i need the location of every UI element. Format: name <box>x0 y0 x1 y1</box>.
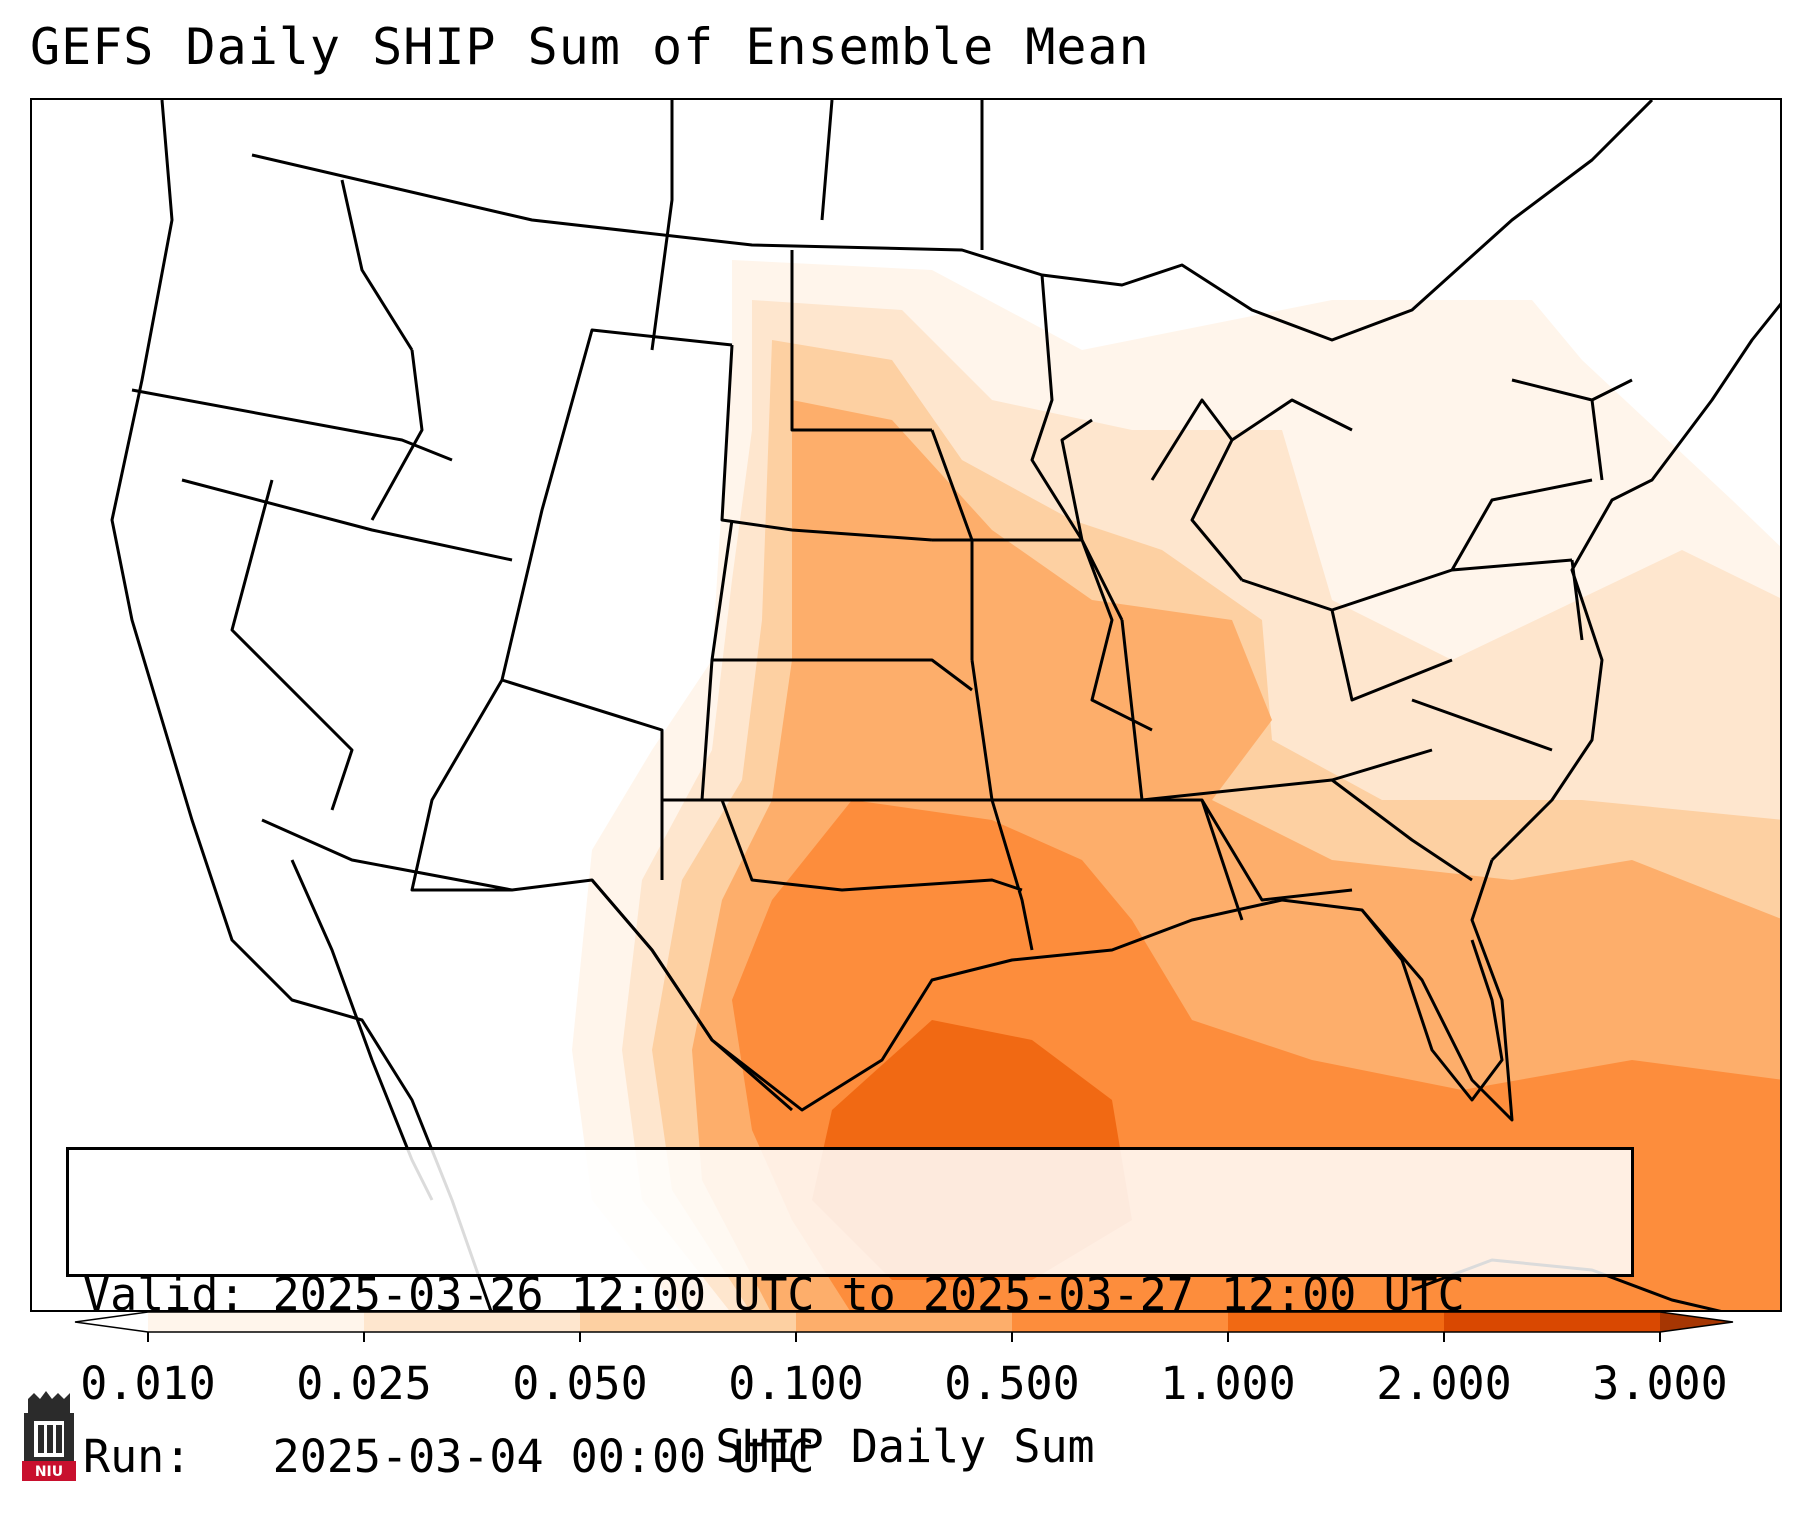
colorbar-tick-label: 2.000 <box>1376 1357 1512 1410</box>
ship-map <box>110 100 1780 1310</box>
colorbar-ticks <box>147 1332 1661 1342</box>
run-label: Run: <box>83 1430 192 1483</box>
florida <box>1360 909 1504 1102</box>
colorbar-segment <box>1228 1312 1445 1332</box>
state-lines <box>131 100 1633 951</box>
coastline-gulf <box>590 859 1514 1122</box>
colorbar-tick-label: 1.000 <box>1160 1357 1296 1410</box>
colorbar-tick-label: 3.000 <box>1592 1357 1728 1410</box>
run-line: Run: 2025-03-04 00:00 UTC <box>83 1430 1617 1484</box>
logo-text: NIU <box>35 1464 63 1480</box>
boundaries <box>110 100 1780 1310</box>
colorbar-tick-label: 0.050 <box>512 1357 648 1410</box>
niu-logo: NIU <box>22 1391 76 1481</box>
colorbar-segment <box>796 1312 1013 1332</box>
colorbar-tick-label: 0.500 <box>944 1357 1080 1410</box>
run-value: 2025-03-04 00:00 UTC <box>272 1430 815 1483</box>
colorbar-tick-label: 0.025 <box>296 1357 432 1410</box>
colorbar-label: SHIP Daily Sum <box>715 1420 1095 1473</box>
colorbar-extend-high <box>1660 1312 1733 1332</box>
coastline-east <box>1490 302 1780 862</box>
map-panel <box>30 98 1782 1312</box>
colorbar <box>74 1311 1734 1342</box>
colorbar-segment <box>580 1312 797 1332</box>
colorbar-segment <box>1444 1312 1661 1332</box>
colorbar-segment <box>364 1312 581 1332</box>
colorbar-segment <box>148 1312 365 1332</box>
valid-run-info-box: Valid: 2025-03-26 12:00 UTC to 2025-03-2… <box>66 1147 1634 1483</box>
colorbar-tick-label: 0.010 <box>80 1357 216 1410</box>
map-title: GEFS Daily SHIP Sum of Ensemble Mean <box>30 18 1150 76</box>
coastline-west <box>110 100 493 1310</box>
colorbar-segments <box>75 1312 1733 1332</box>
colorbar-segment <box>1012 1312 1229 1332</box>
colorbar-extend-low <box>75 1312 148 1332</box>
colorbar-tick-label: 0.100 <box>728 1357 864 1410</box>
border-us-mexico <box>261 818 793 1112</box>
border-us-canada <box>251 100 1654 342</box>
